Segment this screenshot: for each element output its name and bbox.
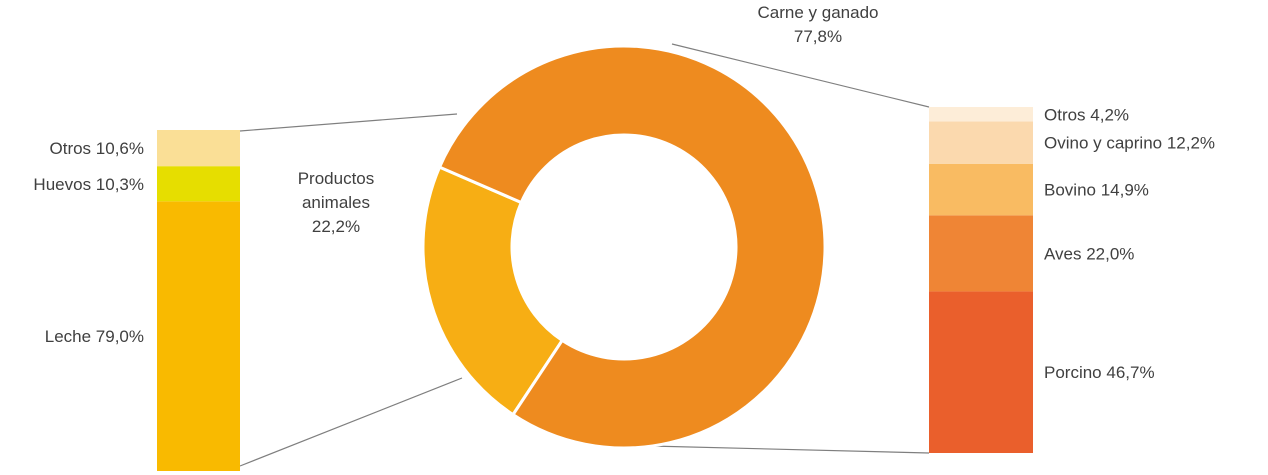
- left-bar-label-huevos: Huevos 10,3%: [33, 175, 144, 194]
- left-bar-segment-otros: [157, 130, 240, 167]
- chart-labels: Productos animales 22,2% Carne y ganado 77,8…: [33, 3, 1215, 382]
- connector-right-top: [671, 43, 930, 108]
- right-bar-label-ovino-y-caprino: Ovino y caprino 12,2%: [1044, 134, 1215, 153]
- donut-slice-productos-animales: [421, 165, 565, 417]
- left-stacked-bar: [157, 130, 240, 472]
- right-bar-label-porcino: Porcino 46,7%: [1044, 363, 1155, 382]
- donut-label-productos-animales-line-1: Productos: [298, 169, 375, 188]
- donut-label-productos-animales-line-2: animales: [302, 193, 370, 212]
- connector-left-top: [239, 113, 458, 132]
- donut-label-carne-y-ganado-line-1: Carne y ganado: [758, 3, 879, 22]
- right-stacked-bar: [929, 107, 1033, 453]
- right-bar-segment-aves: [929, 215, 1033, 292]
- right-bar-label-otros: Otros 4,2%: [1044, 105, 1129, 124]
- left-bar-label-leche: Leche 79,0%: [45, 327, 144, 346]
- connector-left-bottom: [239, 377, 463, 467]
- left-bar-segment-huevos: [157, 166, 240, 202]
- right-bar-segment-ovino-y-caprino: [929, 121, 1033, 164]
- right-bar-segment-porcino: [929, 291, 1033, 453]
- donut-chart: [421, 44, 827, 450]
- left-bar-label-otros: Otros 10,6%: [50, 139, 145, 158]
- left-bar-segment-leche: [157, 201, 240, 472]
- right-bar-label-aves: Aves 22,0%: [1044, 244, 1134, 263]
- connector-lines: [239, 43, 930, 467]
- donut-label-productos-animales-line-3: 22,2%: [312, 217, 360, 236]
- connector-right-bottom: [649, 445, 930, 454]
- right-bar-label-bovino: Bovino 14,9%: [1044, 181, 1149, 200]
- donut-slice-carne-y-ganado: [437, 44, 827, 450]
- right-bar-segment-otros: [929, 107, 1033, 122]
- donut-label-carne-y-ganado-line-2: 77,8%: [794, 27, 842, 46]
- right-bar-segment-bovino: [929, 163, 1033, 216]
